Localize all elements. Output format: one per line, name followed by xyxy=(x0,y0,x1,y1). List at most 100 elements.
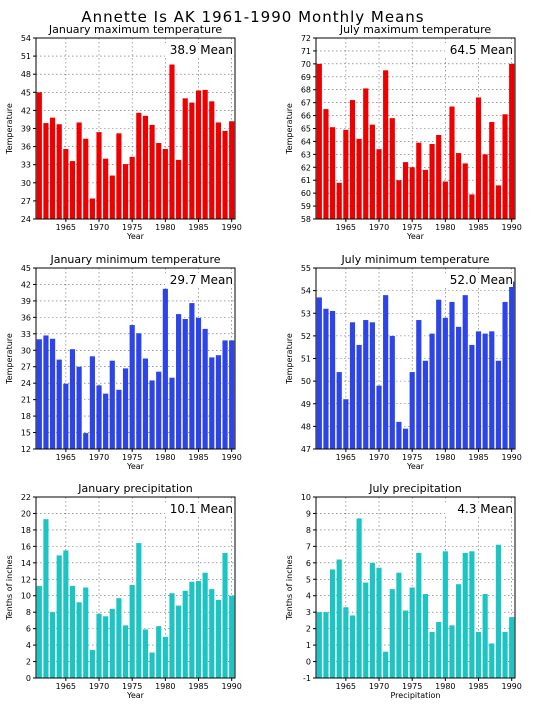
bar xyxy=(376,149,382,219)
bar xyxy=(449,301,455,449)
x-tick-label: 1980 xyxy=(435,682,455,691)
bar xyxy=(469,551,475,678)
x-tick-label: 1980 xyxy=(435,453,455,462)
bar xyxy=(43,335,49,449)
y-tick-label: 21 xyxy=(21,396,31,405)
bar xyxy=(329,310,336,449)
bar xyxy=(76,602,82,678)
y-tick-label: 49 xyxy=(301,400,311,409)
bar xyxy=(222,130,228,219)
y-tick-label: 66 xyxy=(301,112,311,121)
x-tick-label: 1975 xyxy=(122,682,142,691)
panel-title: January minimum temperature xyxy=(49,253,220,266)
bar xyxy=(189,303,195,449)
bar xyxy=(509,617,515,678)
bar xyxy=(456,153,462,219)
y-tick-label: 59 xyxy=(301,202,311,211)
x-tick-label: 1965 xyxy=(56,682,76,691)
bar xyxy=(469,344,475,449)
x-tick-label: 1985 xyxy=(468,682,488,691)
y-tick-label: 10 xyxy=(21,592,31,601)
bar xyxy=(482,594,488,678)
bar xyxy=(116,598,122,678)
y-tick-label: 0 xyxy=(26,674,31,683)
bar xyxy=(149,652,155,678)
x-tick-label: 1970 xyxy=(89,453,109,462)
y-tick-label: 58 xyxy=(301,215,311,224)
y-tick-label: 4 xyxy=(306,592,311,601)
y-tick-label: 42 xyxy=(21,106,31,115)
y-axis-label: Temperature xyxy=(285,103,294,155)
bar xyxy=(469,194,475,219)
y-axis-label: Tenths of inches xyxy=(5,555,14,621)
x-tick-label: 1990 xyxy=(502,453,522,462)
mean-label: 10.1 Mean xyxy=(170,502,233,516)
bar xyxy=(449,625,455,678)
chart-panel-4: July minimum temperature 47 48 49 50 51 52 53 54… xyxy=(285,253,522,471)
y-tick-label: 72 xyxy=(301,34,311,43)
bar xyxy=(36,92,42,219)
y-tick-label: 51 xyxy=(21,52,31,61)
bar xyxy=(176,314,182,449)
y-tick-label: 27 xyxy=(21,363,31,372)
bar xyxy=(176,159,182,219)
x-tick-label: 1990 xyxy=(502,682,522,691)
y-tick-label: 70 xyxy=(301,60,311,69)
bar xyxy=(402,428,409,449)
x-tick-label: 1965 xyxy=(336,223,356,232)
x-tick-label: 1980 xyxy=(155,223,175,232)
bar xyxy=(83,433,89,449)
bar xyxy=(69,161,76,219)
bar xyxy=(202,89,208,220)
bar xyxy=(482,154,488,219)
y-tick-label: 61 xyxy=(301,176,311,185)
bar xyxy=(136,333,142,449)
bar xyxy=(396,421,402,449)
y-tick-label: 24 xyxy=(21,379,31,388)
bar xyxy=(329,569,336,678)
bar xyxy=(416,142,422,219)
bar xyxy=(156,371,162,449)
bar xyxy=(429,144,435,219)
y-tick-label: 3 xyxy=(306,608,311,617)
bar xyxy=(116,389,122,449)
bar xyxy=(383,295,389,449)
bar xyxy=(462,163,468,219)
x-tick-label: 1985 xyxy=(188,223,208,232)
bar xyxy=(442,551,448,678)
bar xyxy=(349,100,356,219)
x-tick-label: 1990 xyxy=(222,682,242,691)
bar xyxy=(209,589,215,678)
bar xyxy=(396,180,402,219)
y-tick-label: 36 xyxy=(21,143,31,152)
bar xyxy=(389,335,395,449)
bar xyxy=(376,385,382,449)
y-tick-label: 27 xyxy=(21,197,31,206)
bar xyxy=(109,608,115,678)
bar xyxy=(189,581,195,678)
chart-panel-3: January minimum temperature 12 15 18 21 24 27 3… xyxy=(5,253,242,471)
mean-label-bg xyxy=(165,273,233,287)
bar xyxy=(56,359,62,449)
x-axis-label: Year xyxy=(126,691,145,700)
bar xyxy=(162,149,168,219)
bar xyxy=(509,63,515,219)
bar xyxy=(122,164,129,219)
bar xyxy=(363,582,369,678)
mean-label: 29.7 Mean xyxy=(170,273,233,287)
panel-title: January precipitation xyxy=(77,482,193,495)
mean-label-bg xyxy=(445,43,513,57)
bar xyxy=(142,115,149,219)
bar xyxy=(202,572,208,678)
y-tick-label: 65 xyxy=(301,125,311,134)
bar xyxy=(369,562,375,678)
x-tick-label: 1975 xyxy=(122,453,142,462)
bar xyxy=(69,349,76,449)
bar xyxy=(482,333,488,449)
bar xyxy=(429,631,435,678)
bar xyxy=(149,380,155,449)
y-tick-label: 30 xyxy=(21,346,31,355)
x-tick-label: 1985 xyxy=(188,682,208,691)
bar xyxy=(449,106,455,219)
bar xyxy=(43,123,49,219)
